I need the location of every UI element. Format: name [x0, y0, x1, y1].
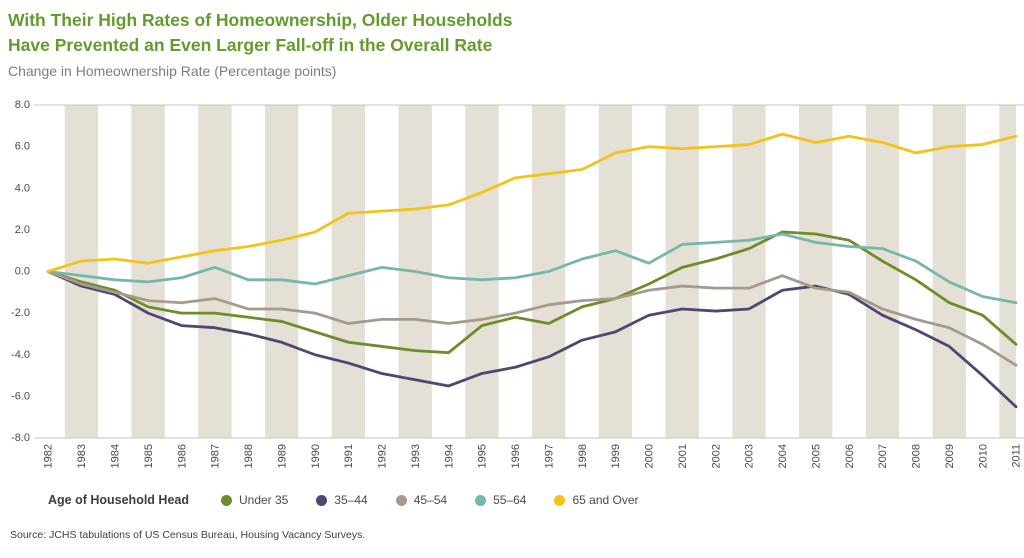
- y-tick-label: 4.0: [15, 182, 30, 194]
- series-line-under-35: [46, 230, 1018, 355]
- y-tick-label: -6.0: [11, 390, 30, 402]
- legend-item: 65 and Over: [554, 493, 639, 507]
- legend-title: Age of Household Head: [48, 493, 189, 507]
- series-line-55-64: [46, 232, 1018, 305]
- x-tick-label: 1992: [377, 444, 389, 468]
- x-tick-label: 1986: [176, 444, 188, 468]
- legend-label: 65 and Over: [572, 493, 639, 507]
- x-tick-label: 1991: [343, 444, 355, 468]
- x-tick-label: 1988: [243, 444, 255, 468]
- x-tick-label: 1990: [310, 444, 322, 468]
- x-tick-label: 2010: [977, 444, 989, 468]
- y-tick-label: -4.0: [11, 349, 30, 361]
- x-tick-label: 2000: [644, 444, 656, 468]
- legend-swatch: [554, 494, 566, 506]
- x-tick-label: 1987: [210, 444, 222, 468]
- year-stripe: [598, 105, 633, 438]
- x-tick-label: 1996: [510, 444, 522, 468]
- y-tick-label: 2.0: [15, 224, 30, 236]
- legend-swatch: [220, 494, 232, 506]
- y-tick-label: 0.0: [15, 266, 30, 278]
- x-tick-label: 1993: [410, 444, 422, 468]
- x-tick-label: 2009: [944, 444, 956, 468]
- y-tick-label: 8.0: [15, 99, 30, 111]
- year-stripe: [131, 105, 165, 438]
- chart-title-line-2: Have Prevented an Even Larger Fall-off i…: [8, 34, 493, 55]
- source-note: Source: JCHS tabulations of US Census Bu…: [10, 529, 366, 541]
- x-tick-label: 1989: [276, 444, 288, 468]
- legend-item: 35–44: [316, 493, 368, 507]
- x-tick-label: 1999: [610, 444, 622, 468]
- x-tick-label: 1994: [443, 444, 455, 468]
- x-tick-label: 2001: [677, 444, 689, 468]
- year-stripe: [799, 105, 833, 438]
- legend-item: 45–54: [395, 493, 448, 507]
- chart-title-line-1: With Their High Rates of Homeownership, …: [8, 10, 513, 30]
- x-tick-label: 2004: [777, 444, 789, 468]
- legend-label: 45–54: [413, 493, 448, 507]
- legend-swatch: [475, 494, 487, 506]
- year-stripe: [264, 105, 299, 438]
- x-tick-label: 1983: [76, 444, 88, 468]
- year-stripe: [865, 105, 900, 438]
- x-tick-label: 1985: [143, 444, 155, 468]
- chart-subtitle: Change in Homeownership Rate (Percentage…: [8, 63, 337, 79]
- year-stripe: [64, 105, 99, 438]
- x-tick-label: 1997: [543, 444, 555, 468]
- year-stripe: [999, 105, 1016, 438]
- y-tick-label: -2.0: [11, 307, 30, 319]
- x-tick-label: 1984: [109, 444, 121, 468]
- x-tick-label: 2002: [710, 444, 722, 468]
- year-stripe: [932, 105, 966, 438]
- x-tick-label: 2008: [911, 444, 923, 468]
- x-tick-label: 1998: [577, 444, 589, 468]
- year-stripe: [465, 105, 499, 438]
- series-line-65-and-over: [46, 132, 1018, 273]
- legend: Age of Household Head Under 35 35–44 45–54…: [48, 493, 1024, 507]
- chart-title: With Their High Rates of Homeownership, …: [8, 8, 1024, 57]
- x-tick-label: 2011: [1011, 444, 1023, 468]
- legend-items: Under 35 35–44 45–54 55–64 65 and Over: [220, 493, 639, 507]
- legend-swatch: [316, 494, 328, 506]
- legend-label: Under 35: [238, 493, 289, 507]
- x-tick-label: 2007: [877, 444, 889, 468]
- x-tick-label: 2003: [744, 444, 756, 468]
- x-tick-label: 2005: [810, 444, 822, 468]
- y-tick-label: 6.0: [15, 141, 30, 153]
- line-chart: 8.0 6.0 4.0 2.0 0.0 -2.0 -4.0 -6.0 -8.0 1982 1983 1…: [11, 99, 1024, 468]
- y-tick-label: -8.0: [11, 432, 30, 444]
- legend-item: 55–64: [475, 493, 526, 507]
- x-tick-label: 2006: [844, 444, 856, 468]
- year-stripe: [665, 105, 699, 438]
- legend-item: Under 35: [220, 493, 289, 507]
- x-tick-label: 1995: [477, 444, 489, 468]
- series-line-35-44: [46, 270, 1018, 409]
- series-line-45-54: [46, 270, 1018, 367]
- legend-label: 35–44: [334, 493, 368, 507]
- year-stripe: [732, 105, 766, 438]
- legend-swatch: [395, 494, 407, 506]
- chart-area: 8.0 6.0 4.0 2.0 0.0 -2.0 -4.0 -6.0 -8.0 1982 1983 1…: [8, 91, 1024, 485]
- legend-label: 55–64: [493, 493, 527, 507]
- chart-page: With Their High Rates of Homeownership, …: [8, 8, 1024, 541]
- x-tick-label: 1982: [43, 444, 55, 468]
